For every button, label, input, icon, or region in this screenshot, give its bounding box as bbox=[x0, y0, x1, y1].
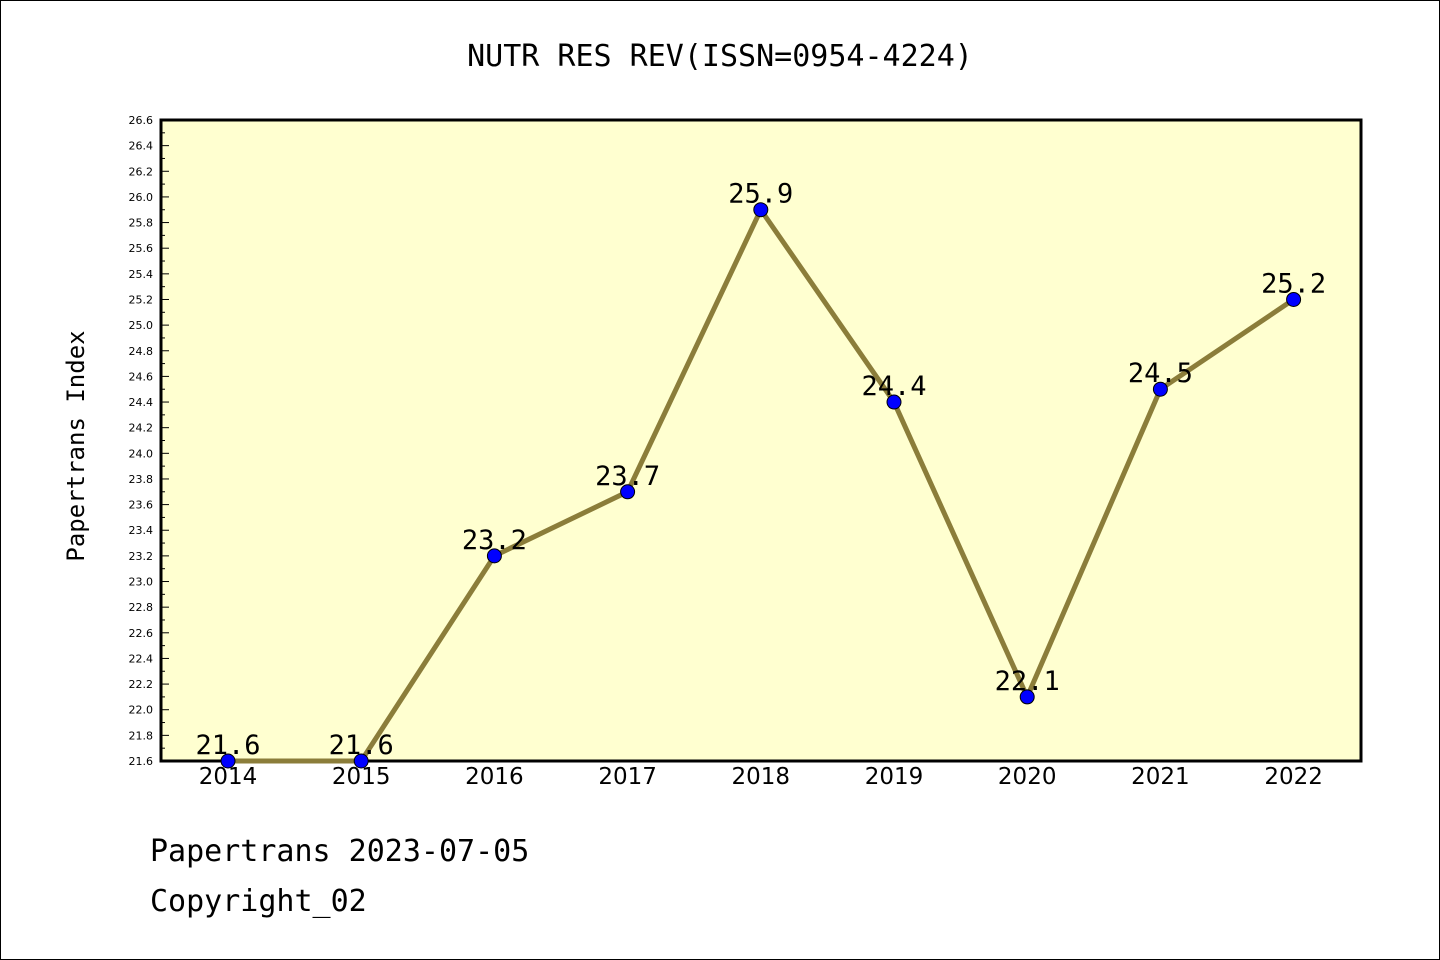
data-label: 25.9 bbox=[728, 179, 793, 210]
data-point bbox=[486, 548, 502, 564]
series-markers bbox=[220, 202, 1302, 769]
data-label: 24.5 bbox=[1128, 358, 1193, 389]
x-tick-label: 2019 bbox=[865, 764, 924, 790]
y-tick-label: 25.4 bbox=[129, 268, 154, 281]
y-axis-label: Papertrans Index bbox=[62, 330, 90, 561]
data-label: 24.4 bbox=[861, 371, 926, 402]
y-tick-label: 24.6 bbox=[129, 370, 154, 383]
y-tick-label: 22.0 bbox=[129, 704, 154, 717]
y-axis-ticks: 21.6 21.8 22.0 22.2 22.4 22.6 22.8 23.0 23.2 23.4… bbox=[129, 114, 169, 768]
x-tick-label: 2022 bbox=[1264, 764, 1323, 790]
data-point bbox=[620, 484, 636, 500]
y-tick-label: 26.4 bbox=[129, 140, 154, 153]
y-tick-label: 24.2 bbox=[129, 422, 154, 435]
y-tick-label: 25.8 bbox=[129, 217, 154, 230]
y-tick-label: 22.8 bbox=[129, 601, 154, 614]
y-tick-label: 22.2 bbox=[129, 678, 154, 691]
x-axis-ticks: 2014 2015 2016 2017 2018 2019 2020 2021 2022 bbox=[199, 764, 1323, 790]
x-tick-label: 2018 bbox=[732, 764, 791, 790]
y-tick-label: 23.0 bbox=[129, 576, 154, 589]
data-label: 22.1 bbox=[995, 666, 1060, 697]
footer-copyright: Copyright_02 bbox=[150, 884, 367, 919]
data-point bbox=[1019, 689, 1035, 705]
data-label: 21.6 bbox=[195, 730, 260, 761]
y-tick-label: 26.2 bbox=[129, 165, 154, 178]
y-tick-label: 22.4 bbox=[129, 652, 154, 665]
y-tick-label: 21.6 bbox=[129, 755, 154, 768]
x-tick-label: 2021 bbox=[1131, 764, 1190, 790]
data-label: 21.6 bbox=[329, 730, 394, 761]
y-tick-label: 23.6 bbox=[129, 499, 154, 512]
y-tick-label: 26.0 bbox=[129, 191, 154, 204]
y-tick-label: 25.0 bbox=[129, 319, 154, 332]
y-tick-label: 25.6 bbox=[129, 242, 154, 255]
footer-date: Papertrans 2023-07-05 bbox=[150, 834, 530, 869]
data-point bbox=[1152, 381, 1168, 397]
y-tick-label: 24.4 bbox=[129, 396, 154, 409]
data-point bbox=[353, 753, 369, 769]
data-label: 23.2 bbox=[462, 525, 527, 556]
y-tick-label: 24.8 bbox=[129, 345, 154, 358]
y-tick-label: 26.6 bbox=[129, 114, 154, 127]
data-point bbox=[220, 753, 236, 769]
chart-title: NUTR RES REV(ISSN=0954-4224) bbox=[467, 39, 973, 74]
data-labels: 21.6 21.6 23.2 23.7 25.9 24.4 22.1 24.5 25.2 bbox=[195, 179, 1326, 761]
data-label: 23.7 bbox=[595, 461, 660, 492]
x-tick-label: 2016 bbox=[465, 764, 524, 790]
y-tick-label: 25.2 bbox=[129, 293, 154, 306]
y-tick-label: 21.8 bbox=[129, 729, 154, 742]
y-tick-label: 23.8 bbox=[129, 473, 154, 486]
x-tick-label: 2020 bbox=[998, 764, 1057, 790]
data-point bbox=[1286, 291, 1302, 307]
plot-area bbox=[159, 118, 1363, 763]
y-tick-label: 23.4 bbox=[129, 524, 154, 537]
x-tick-label: 2017 bbox=[598, 764, 657, 790]
data-point bbox=[886, 394, 902, 410]
y-tick-label: 22.6 bbox=[129, 627, 154, 640]
data-label: 25.2 bbox=[1261, 268, 1326, 299]
y-tick-label: 23.2 bbox=[129, 550, 154, 563]
data-point bbox=[753, 202, 769, 218]
y-tick-label: 24.0 bbox=[129, 447, 154, 460]
